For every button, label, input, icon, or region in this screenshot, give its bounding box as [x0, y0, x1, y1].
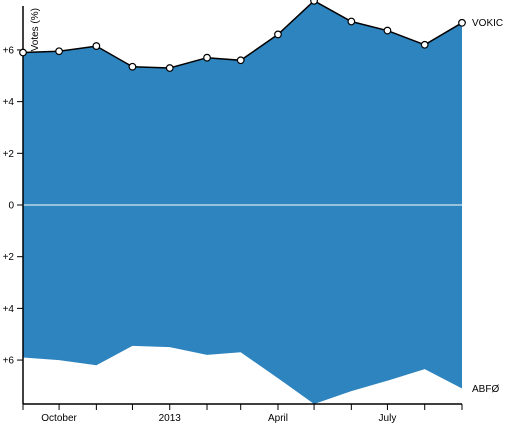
x-tick-label: July	[379, 413, 397, 424]
y-tick: +4	[3, 304, 23, 315]
y-tick-label: +6	[3, 356, 15, 367]
x-tick-label: 2013	[159, 413, 182, 424]
y-tick-label: +2	[3, 149, 15, 160]
y-tick: +2	[3, 252, 23, 263]
x-tick-label: April	[268, 413, 288, 424]
data-point	[93, 43, 100, 50]
y-axis: +6 +4 +2 0 +2 +4 +6	[3, 6, 23, 404]
data-point	[421, 41, 428, 48]
series-label-bottom: ABFØ	[472, 384, 499, 395]
data-point	[166, 65, 173, 72]
data-point	[348, 18, 355, 25]
data-point	[459, 19, 466, 26]
data-point	[237, 57, 244, 64]
y-tick-label: +4	[3, 304, 15, 315]
data-point	[275, 31, 282, 38]
data-point	[20, 49, 27, 56]
y-axis-title: Votes (%)	[30, 8, 41, 51]
y-tick-label: +6	[3, 45, 15, 56]
series-label-top: VOKIC	[472, 18, 503, 29]
y-tick-label: +2	[3, 252, 15, 263]
data-point	[129, 63, 136, 70]
y-tick: +4	[3, 97, 23, 108]
data-point	[311, 0, 318, 4]
data-point	[56, 48, 63, 55]
data-point	[204, 54, 211, 61]
x-tick-label: October	[41, 413, 77, 424]
y-tick-label: +4	[3, 97, 15, 108]
y-tick: +2	[3, 149, 23, 160]
y-tick-label: 0	[8, 201, 14, 212]
x-axis: October 2013 April July	[23, 404, 462, 424]
y-tick: +6	[3, 356, 23, 367]
y-tick: 0	[8, 201, 23, 212]
data-point	[384, 27, 391, 34]
